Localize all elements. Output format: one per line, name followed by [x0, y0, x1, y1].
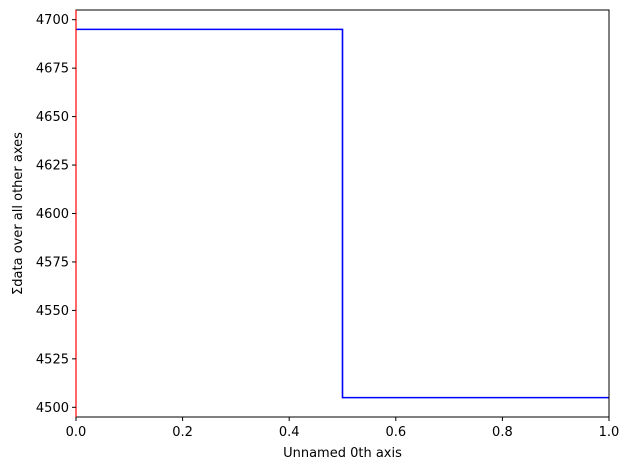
y-tick-label: 4525: [36, 352, 69, 367]
y-tick-label: 4575: [36, 255, 69, 270]
y-tick-label: 4625: [36, 159, 69, 174]
y-tick-label: 4550: [36, 304, 69, 319]
x-axis-ticks: 0.0 0.2 0.4 0.6 0.8 1.0: [66, 417, 620, 440]
y-tick-label: 4700: [36, 13, 69, 28]
y-tick-label: 4675: [36, 62, 69, 77]
x-tick-label: 0.8: [492, 425, 513, 440]
x-tick-label: 0.0: [66, 425, 87, 440]
x-axis-label: Unnamed 0th axis: [283, 446, 402, 461]
y-tick-label: 4600: [36, 207, 69, 222]
series-step-line-0: [76, 28, 609, 399]
y-axis-ticks: 4500 4525 4550 4575 4600 4625 4650 4675 4700: [36, 13, 76, 416]
y-tick-label: 4500: [36, 401, 69, 416]
x-tick-label: 0.6: [385, 425, 406, 440]
y-tick-label: 4650: [36, 110, 69, 125]
y-axis-label: Σdata over all other axes: [11, 132, 26, 295]
x-tick-label: 1.0: [599, 425, 620, 440]
x-tick-label: 0.4: [279, 425, 300, 440]
x-tick-label: 0.2: [172, 425, 193, 440]
